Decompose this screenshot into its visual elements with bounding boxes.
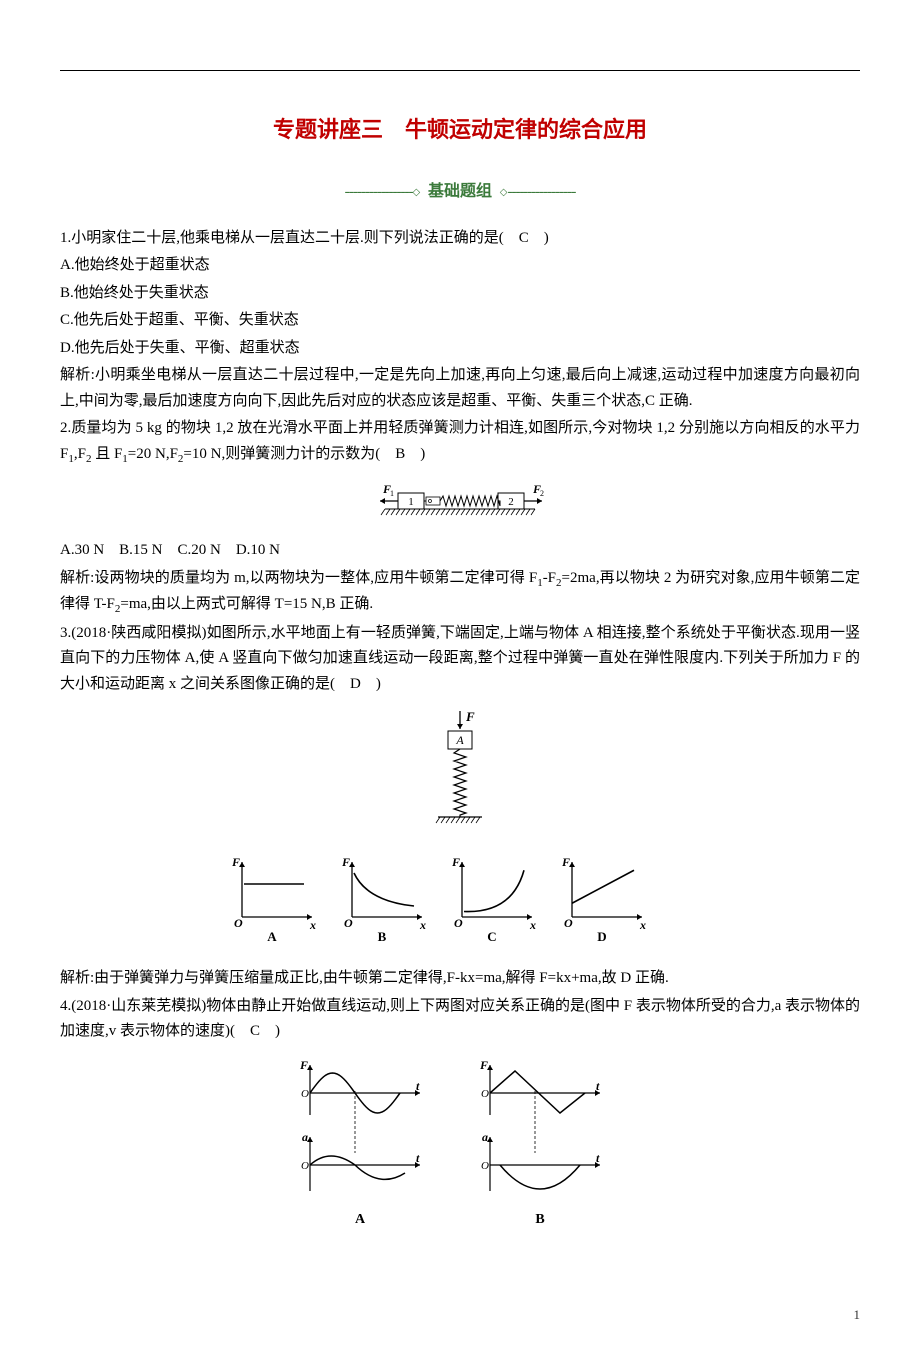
q3-stem: 3.(2018·陕西咸阳模拟)如图所示,水平地面上有一轻质弹簧,下端固定,上端与…	[60, 621, 860, 698]
svg-text:O: O	[301, 1160, 309, 1172]
section-header: -----------------◇ 基础题组 ◇---------------…	[60, 178, 860, 206]
q2-exp-2: -F	[543, 570, 556, 586]
svg-text:t: t	[416, 1151, 420, 1165]
svg-text:C: C	[487, 929, 496, 944]
q2-exp-1: 解析:设两物块的质量均为 m,以两物块为一整体,应用牛顿第二定律可得 F	[60, 570, 537, 586]
section-label: 基础题组	[424, 183, 496, 200]
q2-stem-3: 且 F	[91, 446, 122, 462]
svg-text:1: 1	[408, 496, 414, 508]
svg-text:F: F	[231, 855, 240, 869]
svg-text:1: 1	[390, 489, 394, 498]
svg-text:A: A	[455, 733, 464, 747]
q1-optB: B.他始终处于失重状态	[60, 281, 860, 307]
q2-stem-4: =20 N,F	[128, 446, 178, 462]
svg-text:F: F	[561, 855, 570, 869]
svg-text:x: x	[419, 918, 426, 932]
q2-stem-2: ,F	[74, 446, 86, 462]
q1-explain: 解析:小明乘坐电梯从一层直达二十层过程中,一定是先向上加速,再向上匀速,最后向上…	[60, 363, 860, 414]
svg-text:O: O	[301, 1088, 309, 1100]
q1-optA: A.他始终处于超重状态	[60, 253, 860, 279]
q3-charts: Fx O A Fx O B Fx O C Fx O D	[220, 847, 700, 947]
svg-text:O: O	[234, 916, 243, 930]
svg-text:O: O	[344, 916, 353, 930]
svg-text:B: B	[535, 1212, 544, 1227]
q2-opts: A.30 N B.15 N C.20 N D.10 N	[60, 538, 860, 564]
q3-spring-diagram: FA	[420, 707, 500, 827]
q1-stem: 1.小明家住二十层,他乘电梯从一层直达二十层.则下列说法正确的是( C )	[60, 226, 860, 252]
q3-explain: 解析:由于弹簧弹力与弹簧压缩量成正比,由牛顿第二定律得,F-kx=ma,解得 F…	[60, 966, 860, 992]
svg-text:t: t	[596, 1151, 600, 1165]
svg-text:F: F	[451, 855, 460, 869]
svg-text:2: 2	[540, 489, 544, 498]
q2-explain: 解析:设两物块的质量均为 m,以两物块为一整体,应用牛顿第二定律可得 F1-F2…	[60, 566, 860, 619]
q4-charts: Ft Oa t O A Ft Oa t O B	[280, 1055, 640, 1235]
svg-text:x: x	[309, 918, 316, 932]
svg-text:x: x	[639, 918, 646, 932]
svg-text:F: F	[341, 855, 350, 869]
page-title: 专题讲座三 牛顿运动定律的综合应用	[60, 111, 860, 148]
q2-figure: 12F1F2	[60, 479, 860, 529]
svg-text:A: A	[355, 1212, 366, 1227]
svg-text:t: t	[416, 1079, 420, 1093]
svg-text:F: F	[465, 709, 475, 724]
q4-charts-figure: Ft Oa t O A Ft Oa t O B	[60, 1055, 860, 1245]
svg-text:F: F	[299, 1058, 308, 1072]
svg-text:O: O	[564, 916, 573, 930]
q2-diagram: 12F1F2	[350, 479, 570, 519]
q2-exp-4: =ma,由以上两式可解得 T=15 N,B 正确.	[120, 596, 373, 612]
page-number: 1	[60, 1304, 860, 1326]
svg-text:O: O	[481, 1160, 489, 1172]
svg-text:O: O	[454, 916, 463, 930]
horizontal-rule	[60, 70, 860, 71]
svg-text:O: O	[481, 1088, 489, 1100]
diamond-left-icon: ◇	[413, 187, 421, 198]
svg-text:D: D	[597, 929, 606, 944]
q2-stem-5: =10 N,则弹簧测力计的示数为( B )	[183, 446, 425, 462]
dash-right: -----------------	[507, 184, 575, 200]
q3-charts-figure: Fx O A Fx O B Fx O C Fx O D	[60, 847, 860, 957]
svg-text:B: B	[378, 929, 387, 944]
svg-text:2: 2	[508, 496, 514, 508]
svg-text:a: a	[302, 1130, 308, 1144]
q4-stem: 4.(2018·山东莱芜模拟)物体由静止开始做直线运动,则上下两图对应关系正确的…	[60, 994, 860, 1045]
dash-left: -----------------	[345, 184, 413, 200]
svg-text:x: x	[529, 918, 536, 932]
svg-text:a: a	[482, 1130, 488, 1144]
svg-text:t: t	[596, 1079, 600, 1093]
q1-optD: D.他先后处于失重、平衡、超重状态	[60, 336, 860, 362]
svg-text:F: F	[479, 1058, 488, 1072]
q3-spring-figure: FA	[60, 707, 860, 837]
q1-optC: C.他先后处于超重、平衡、失重状态	[60, 308, 860, 334]
svg-text:A: A	[267, 929, 277, 944]
q2-stem: 2.质量均为 5 kg 的物块 1,2 放在光滑水平面上并用轻质弹簧测力计相连,…	[60, 416, 860, 468]
